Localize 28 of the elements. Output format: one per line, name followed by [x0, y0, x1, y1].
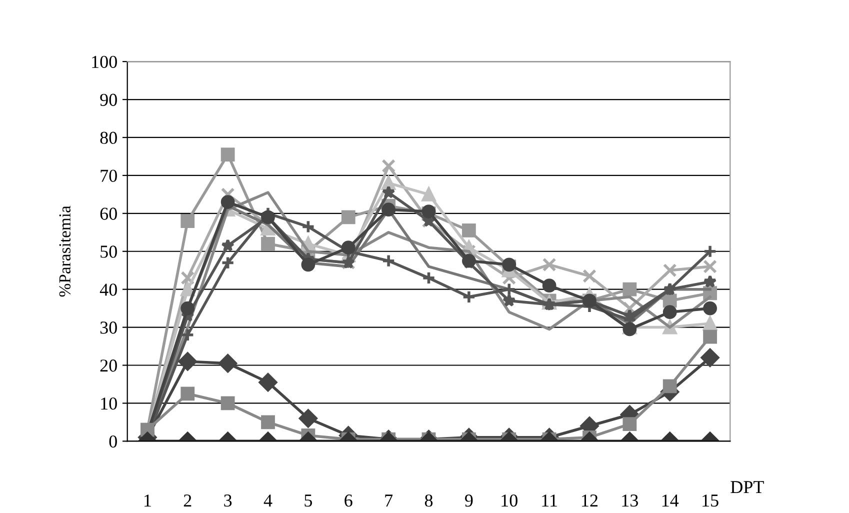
- x-tick-label: 14: [662, 494, 679, 506]
- x-tick-label: 5: [304, 494, 312, 507]
- y-tick-label: 30: [100, 322, 117, 334]
- y-axis-title: %Parasitemia: [59, 206, 71, 297]
- y-tick-label: 10: [101, 397, 117, 410]
- x-tick-label: 3: [224, 494, 232, 507]
- x-tick-label: 13: [622, 494, 638, 507]
- y-tick-label: 40: [100, 284, 117, 296]
- y-tick-label: 50: [100, 246, 117, 258]
- y-tick-label: 0: [109, 435, 117, 448]
- y-tick-label: 80: [100, 132, 117, 144]
- y-tick-label: 100: [92, 56, 117, 68]
- x-tick-label: 9: [465, 494, 473, 507]
- x-tick-label: 1: [144, 494, 151, 506]
- x-tick-label: 10: [502, 494, 518, 507]
- x-tick-label: 15: [702, 494, 718, 507]
- x-tick-label: 6: [344, 494, 352, 507]
- x-tick-label: 12: [582, 494, 598, 506]
- y-tick-label: 20: [100, 360, 117, 372]
- y-tick-label: 60: [100, 208, 117, 220]
- x-axis-title: DPT: [730, 481, 764, 494]
- y-tick-label: 70: [100, 170, 117, 182]
- x-tick-label: 2: [184, 494, 192, 506]
- x-tick-label: 7: [385, 494, 393, 506]
- x-tick-label: 4: [264, 494, 272, 506]
- x-tick-label: 8: [424, 494, 433, 507]
- y-tick-label: 90: [100, 94, 117, 106]
- x-tick-label: 11: [542, 494, 557, 506]
